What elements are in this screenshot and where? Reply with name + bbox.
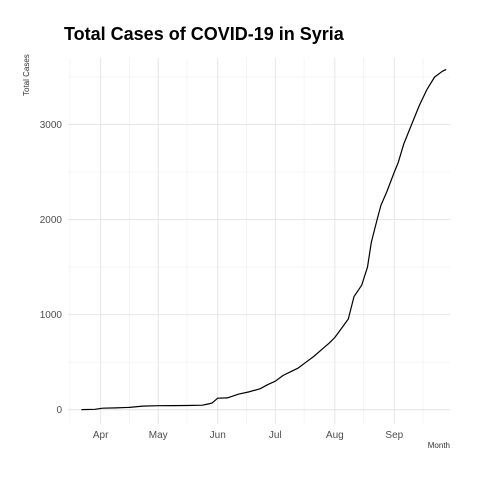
x-tick-label: Jul (269, 430, 282, 441)
x-axis-label: Month (427, 441, 450, 450)
series-line (81, 68, 447, 411)
chart-title: Total Cases of COVID-19 in Syria (64, 24, 344, 44)
y-tick-label: 0 (56, 405, 62, 416)
y-tick-label: 1000 (40, 310, 63, 321)
y-tick-label: 3000 (40, 120, 63, 131)
x-tick-label: Jun (210, 430, 226, 441)
x-tick-label: Sep (385, 430, 403, 441)
x-tick-label: Aug (326, 430, 344, 441)
x-tick-label: Apr (93, 430, 109, 441)
x-tick-label: May (149, 430, 168, 441)
y-tick-label: 2000 (40, 215, 63, 226)
